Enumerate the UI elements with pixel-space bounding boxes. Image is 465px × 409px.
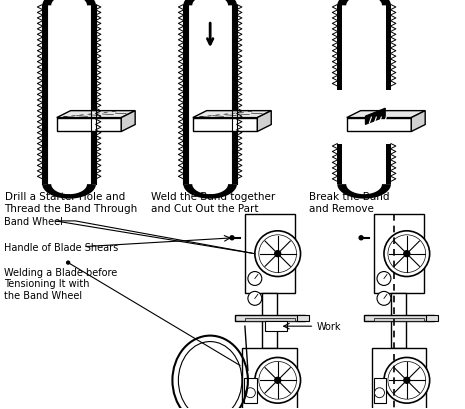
Polygon shape: [257, 111, 271, 132]
Circle shape: [377, 272, 391, 286]
Polygon shape: [42, 185, 96, 199]
Bar: [426, 315, 438, 321]
Polygon shape: [337, 7, 342, 90]
Polygon shape: [365, 109, 385, 125]
Circle shape: [275, 378, 281, 383]
Text: Work: Work: [316, 321, 341, 331]
Text: Drill a Starter Hole and
Thread the Band Through: Drill a Starter Hole and Thread the Band…: [5, 192, 138, 213]
Circle shape: [388, 235, 425, 273]
Bar: [297, 315, 309, 321]
Bar: [374, 319, 424, 321]
Polygon shape: [121, 111, 135, 132]
Circle shape: [259, 235, 297, 273]
Circle shape: [384, 231, 430, 277]
Bar: [265, 321, 286, 331]
Bar: [235, 315, 305, 321]
Circle shape: [259, 362, 297, 399]
Polygon shape: [411, 111, 425, 132]
Circle shape: [374, 388, 385, 398]
Polygon shape: [337, 0, 391, 7]
Polygon shape: [193, 111, 271, 118]
Bar: [392, 294, 406, 348]
Polygon shape: [183, 7, 188, 185]
Circle shape: [230, 236, 234, 240]
Polygon shape: [232, 7, 237, 185]
Polygon shape: [386, 145, 391, 185]
Polygon shape: [183, 185, 237, 199]
Text: Break the Band
and Remove: Break the Band and Remove: [310, 192, 390, 213]
Circle shape: [255, 357, 300, 403]
Bar: [364, 315, 434, 321]
Circle shape: [66, 261, 70, 265]
Circle shape: [248, 272, 262, 286]
Circle shape: [275, 251, 281, 257]
Circle shape: [248, 292, 262, 306]
Circle shape: [246, 388, 255, 398]
Circle shape: [384, 357, 430, 403]
Circle shape: [359, 236, 363, 240]
Text: Weld the Band together
and Cut Out the Part: Weld the Band together and Cut Out the P…: [151, 192, 275, 213]
Polygon shape: [193, 118, 257, 132]
Polygon shape: [57, 111, 135, 118]
Bar: [372, 348, 426, 409]
Circle shape: [255, 231, 300, 277]
Polygon shape: [347, 111, 425, 118]
Circle shape: [388, 362, 425, 399]
Bar: [245, 214, 294, 294]
Text: Band Wheel: Band Wheel: [4, 216, 62, 226]
Polygon shape: [57, 118, 121, 132]
Polygon shape: [337, 145, 342, 185]
Polygon shape: [183, 0, 237, 7]
Bar: [262, 294, 277, 348]
Circle shape: [377, 292, 391, 306]
Bar: [245, 378, 257, 402]
Polygon shape: [337, 185, 391, 199]
Text: Handle of Blade Shears: Handle of Blade Shears: [4, 242, 118, 252]
Polygon shape: [386, 7, 391, 90]
Bar: [374, 214, 424, 294]
Bar: [373, 378, 386, 402]
Text: Welding a Blade before
Tensioning It with
the Band Wheel: Welding a Blade before Tensioning It wit…: [4, 267, 117, 300]
Bar: [242, 348, 297, 409]
Polygon shape: [42, 0, 96, 7]
Polygon shape: [42, 7, 47, 185]
Bar: [245, 319, 294, 321]
Polygon shape: [91, 7, 96, 185]
Circle shape: [404, 378, 410, 383]
Circle shape: [404, 251, 410, 257]
Polygon shape: [347, 118, 411, 132]
